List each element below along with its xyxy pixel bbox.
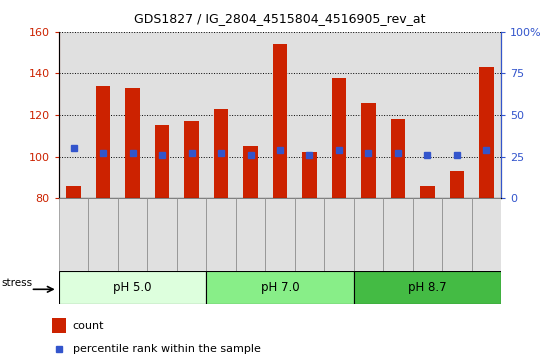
Bar (295, 198, 324, 271)
Bar (479, 67, 494, 198)
Bar (302, 153, 317, 198)
Text: pH 8.7: pH 8.7 (408, 281, 447, 294)
Bar (206, 271, 354, 304)
Bar (59, 271, 206, 304)
Bar (155, 125, 169, 198)
Bar (243, 146, 258, 198)
Bar (361, 103, 376, 198)
Text: pH 7.0: pH 7.0 (261, 281, 299, 294)
Bar (236, 198, 265, 271)
Bar (88, 198, 118, 271)
Bar (332, 78, 346, 198)
Bar (59, 198, 88, 271)
Bar (184, 121, 199, 198)
Bar (442, 198, 472, 271)
Bar (354, 198, 383, 271)
Bar (206, 198, 236, 271)
Bar (450, 171, 464, 198)
Bar (383, 198, 413, 271)
Text: GDS1827 / IG_2804_4515804_4516905_rev_at: GDS1827 / IG_2804_4515804_4516905_rev_at (134, 12, 426, 25)
Bar (177, 198, 206, 271)
Bar (96, 86, 110, 198)
Text: pH 5.0: pH 5.0 (113, 281, 152, 294)
Text: count: count (73, 320, 104, 331)
Text: stress: stress (1, 278, 32, 287)
Bar (390, 119, 405, 198)
Bar (118, 198, 147, 271)
Bar (52, 318, 66, 333)
Bar (66, 186, 81, 198)
Bar (413, 198, 442, 271)
Bar (125, 88, 140, 198)
Bar (420, 186, 435, 198)
Bar (265, 198, 295, 271)
Bar (472, 198, 501, 271)
Bar (273, 44, 287, 198)
Bar (354, 271, 501, 304)
Text: percentile rank within the sample: percentile rank within the sample (73, 344, 260, 354)
Bar (147, 198, 177, 271)
Bar (213, 109, 228, 198)
Bar (324, 198, 354, 271)
